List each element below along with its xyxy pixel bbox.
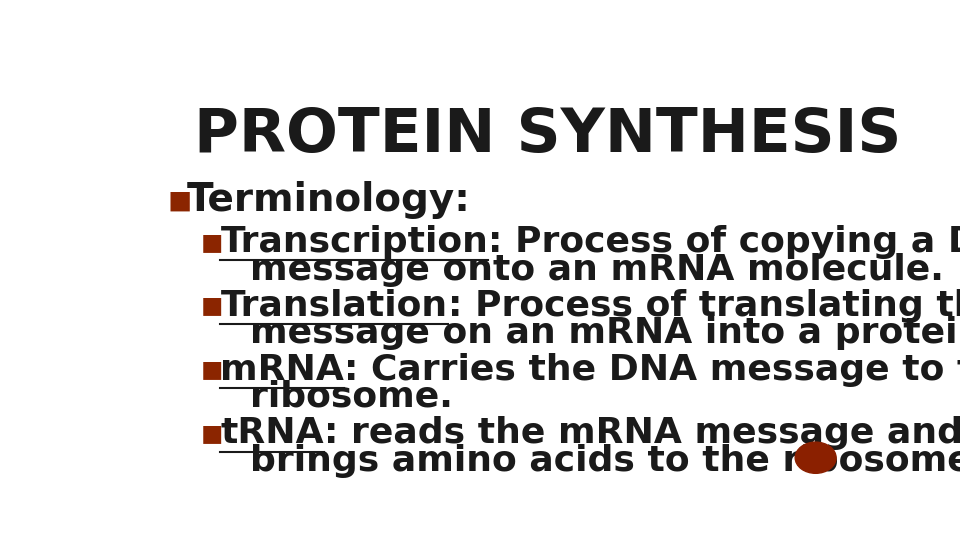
Text: Terminology:: Terminology:	[187, 181, 470, 219]
Text: PROTEIN SYNTHESIS: PROTEIN SYNTHESIS	[194, 106, 901, 165]
Text: message on an mRNA into a protein.: message on an mRNA into a protein.	[251, 316, 960, 350]
Text: : Process of copying a DNA: : Process of copying a DNA	[489, 225, 960, 259]
Text: Transcription: Transcription	[221, 225, 489, 259]
Text: message onto an mRNA molecule.: message onto an mRNA molecule.	[251, 253, 944, 287]
Text: mRNA: mRNA	[221, 353, 345, 387]
Text: ▪: ▪	[200, 225, 224, 259]
Text: brings amino acids to the ribosome.: brings amino acids to the ribosome.	[251, 444, 960, 478]
Text: : Carries the DNA message to the: : Carries the DNA message to the	[345, 353, 960, 387]
Text: Translation: Translation	[221, 288, 447, 322]
Text: : Process of translating the: : Process of translating the	[447, 288, 960, 322]
Text: ribosome.: ribosome.	[251, 380, 453, 414]
Text: : reads the mRNA message and: : reads the mRNA message and	[324, 416, 960, 450]
Ellipse shape	[795, 442, 836, 474]
Text: ▪: ▪	[200, 288, 224, 322]
Text: ▪: ▪	[166, 181, 193, 219]
Text: tRNA: tRNA	[221, 416, 324, 450]
Text: ▪: ▪	[200, 353, 224, 387]
Text: ▪: ▪	[200, 416, 224, 450]
